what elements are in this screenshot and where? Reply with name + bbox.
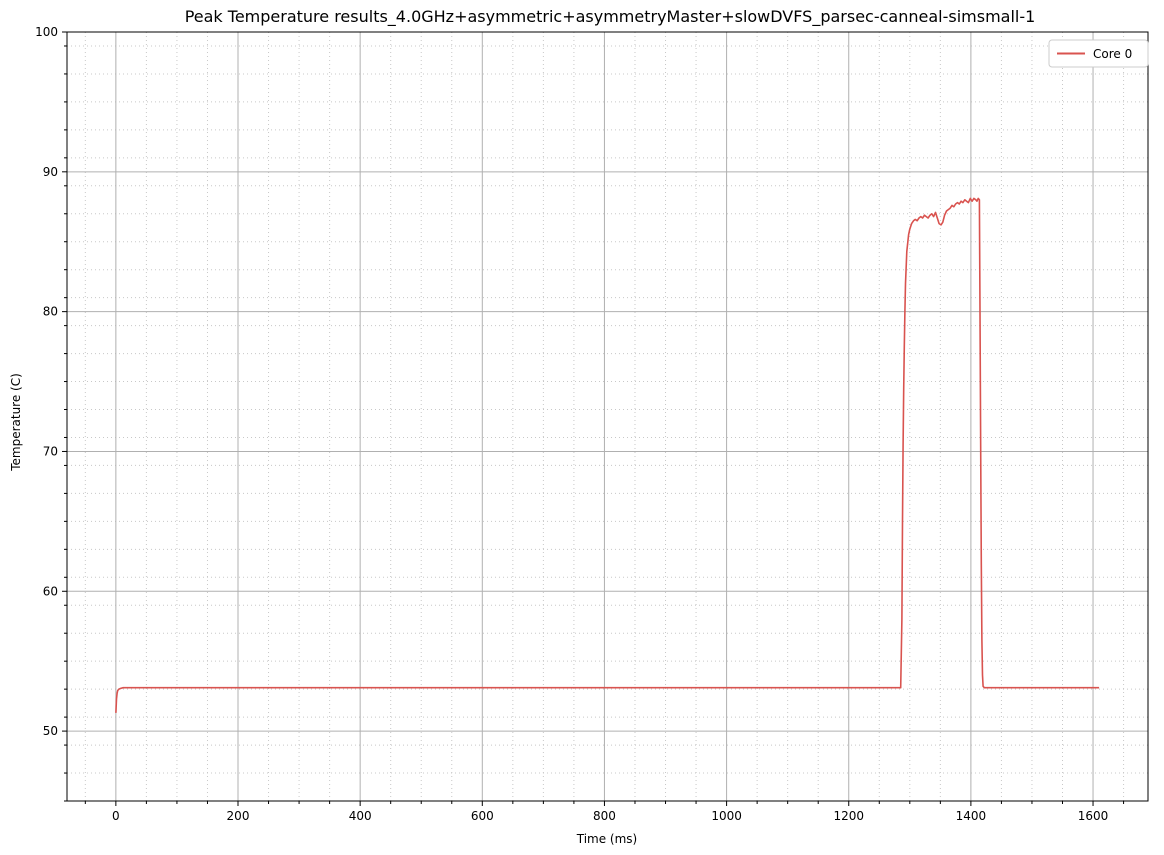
x-axis-label: Time (ms) [576,832,638,846]
plot-frame [66,31,1149,802]
x-tick-label: 0 [112,809,120,823]
y-axis-label: Temperature (C) [9,373,23,472]
x-tick-label: 600 [471,809,494,823]
series-layer [115,197,1100,713]
chart-title: Peak Temperature results_4.0GHz+asymmetr… [185,7,1036,27]
x-tick-label: 800 [593,809,616,823]
y-tick-label: 70 [43,444,58,458]
x-tick-label: 200 [227,809,250,823]
series-line-core-0 [115,197,1100,713]
grid-layer [67,31,1148,802]
x-tick-label: 400 [349,809,372,823]
x-tick-label: 1000 [711,809,742,823]
x-tick-label: 1600 [1078,809,1109,823]
y-tick-label: 60 [43,584,58,598]
y-tick-label: 80 [43,305,58,319]
legend: Core 0 [1048,39,1149,68]
legend-label-core-0: Core 0 [1093,47,1132,61]
y-tick-label: 50 [43,724,58,738]
axes-layer: 0 200 400 600 800 1000 1200 1400 1600 50 60 70 80 90 1… [35,25,1149,823]
y-tick-label: 100 [35,25,58,39]
legend-box [1048,39,1149,68]
y-tick-label: 90 [43,165,58,179]
x-tick-label: 1200 [833,809,864,823]
x-tick-label: 1400 [956,809,987,823]
